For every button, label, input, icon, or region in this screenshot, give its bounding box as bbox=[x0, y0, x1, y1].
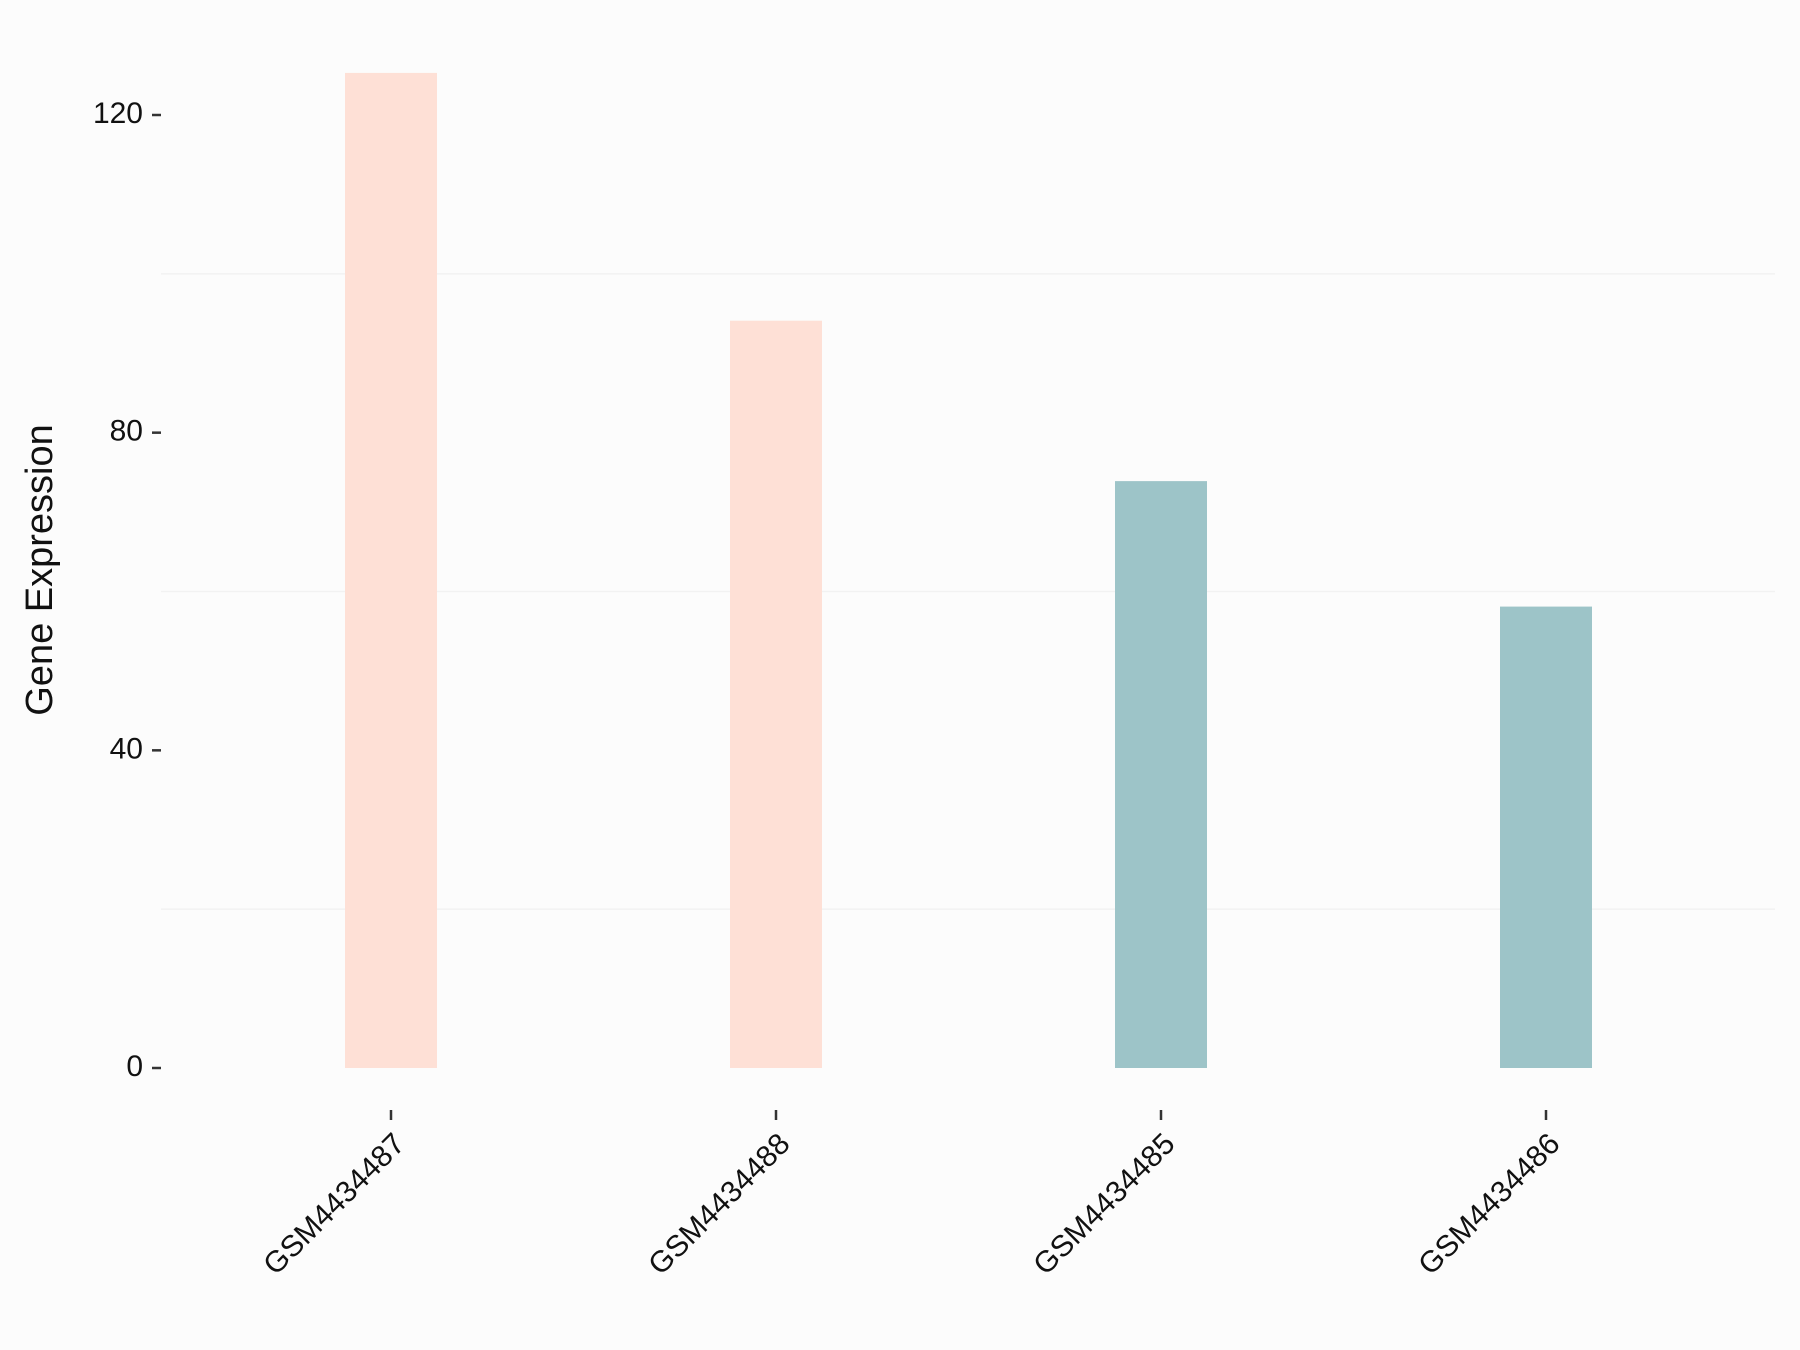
bar bbox=[730, 320, 822, 1068]
y-axis-title: Gene Expression bbox=[19, 424, 61, 716]
y-tick-label: 40 bbox=[110, 732, 143, 765]
y-tick-label: 80 bbox=[110, 415, 143, 448]
bar bbox=[1115, 481, 1207, 1068]
bar bbox=[1500, 606, 1592, 1068]
y-tick-label: 120 bbox=[93, 97, 143, 130]
y-tick-label: 0 bbox=[126, 1050, 143, 1083]
bar bbox=[345, 72, 437, 1068]
